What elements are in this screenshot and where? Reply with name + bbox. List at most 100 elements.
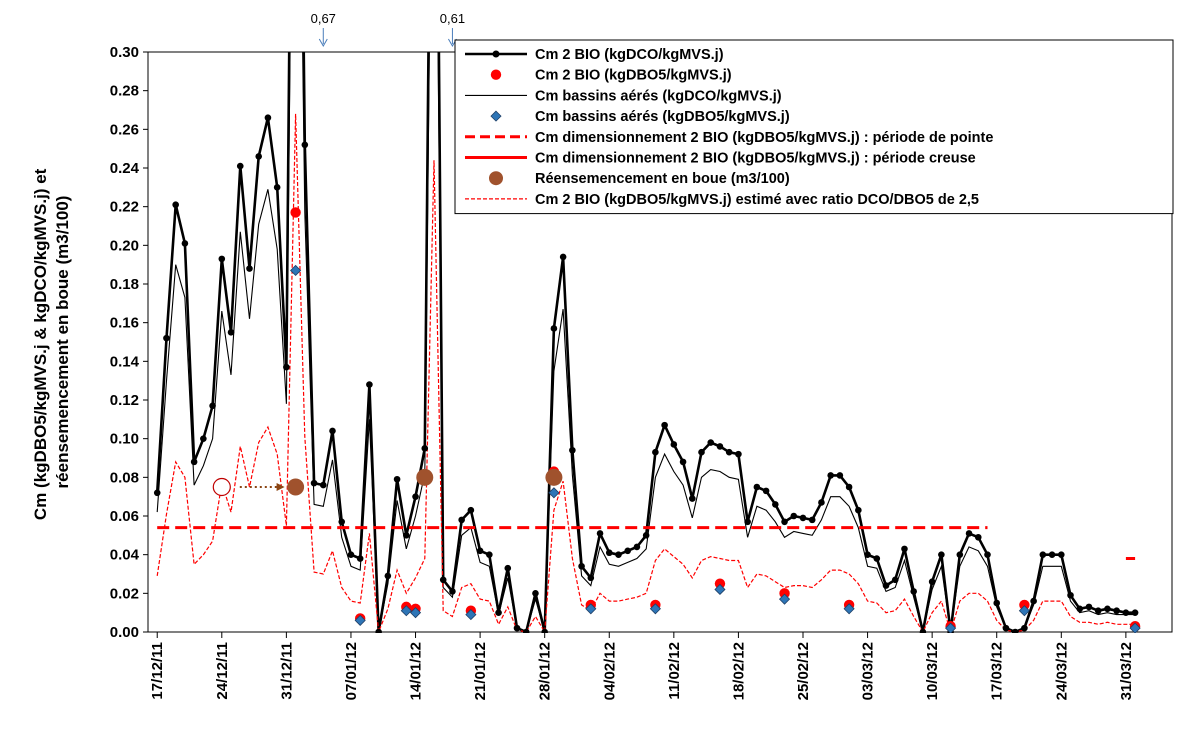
data-point-dco-2bio — [845, 483, 853, 491]
axes: 0.00 0.02 0.04 0.06 0.08 0.10 0.12 0.14 0.16 0.18… — [110, 44, 1173, 700]
data-point-dco-2bio — [965, 530, 973, 537]
data-point-dco-2bio — [375, 628, 382, 633]
data-point-dco-2bio — [605, 549, 613, 557]
data-point-dco-2bio — [366, 381, 373, 388]
data-point-dco-2bio — [587, 574, 595, 582]
x-tick-label: 14/01/12 — [408, 642, 425, 700]
data-point-dco-2bio — [956, 551, 964, 558]
data-point-dco-2bio — [412, 493, 419, 500]
data-point-dco-2bio — [522, 628, 530, 633]
y-tick-label: 0.12 — [110, 392, 139, 409]
legend-entry-label: Cm bassins aérés (kgDCO/kgMVS.j) — [535, 88, 782, 104]
data-point-dco-2bio — [716, 443, 724, 450]
y-tick-label: 0.20 — [110, 237, 139, 254]
peak-annotation-arrow-head — [318, 38, 328, 48]
legend-entry-label: Cm dimensionnement 2 BIO (kgDBO5/kgMVS.j… — [535, 130, 993, 146]
x-tick-label: 31/03/12 — [1118, 642, 1135, 700]
x-tick-label: 28/01/12 — [537, 642, 554, 700]
data-point-dco-2bio — [808, 516, 816, 524]
y-tick-label: 0.00 — [110, 624, 139, 641]
x-tick-label: 10/03/12 — [924, 642, 941, 700]
data-point-dco-2bio — [744, 518, 751, 526]
data-point-dco-2bio — [707, 439, 715, 446]
data-point-dco-2bio — [227, 329, 235, 336]
x-tick-label: 11/02/12 — [666, 642, 683, 700]
data-point-dco-2bio — [928, 578, 936, 586]
data-point-dco-2bio — [855, 506, 862, 514]
data-point-dco-2bio — [421, 445, 429, 452]
legend-entry-label: Cm 2 BIO (kgDCO/kgMVS.j) — [535, 47, 724, 63]
legend-swatch-marker — [492, 50, 500, 58]
data-point-dco-2bio — [1002, 624, 1010, 632]
data-point-dco-2bio — [541, 628, 548, 633]
data-point-dco-2bio — [772, 501, 779, 508]
legend-entry-label: Réensemencement en boue (m3/100) — [535, 171, 790, 187]
data-point-dco-2bio — [393, 475, 401, 483]
x-tick-label: 17/12/11 — [149, 642, 166, 700]
data-point-dco-2bio — [790, 512, 798, 520]
data-point-dco-2bio — [670, 441, 678, 448]
data-point-dco-2bio — [827, 472, 834, 479]
data-point-dco-2bio — [356, 555, 364, 562]
data-point-dco-2bio — [818, 499, 825, 506]
reensemencement-origin-marker — [212, 477, 231, 497]
y-tick-label: 0.28 — [110, 83, 139, 100]
data-point-dbo5-bassins — [1129, 622, 1141, 633]
data-point-dco-2bio — [338, 518, 346, 526]
data-point-dco-2bio — [181, 240, 189, 247]
y-axis-label-line1: Cm (kgDBO5/kgMVS.j & kgDCO/kgMVS.j) et — [31, 168, 50, 520]
y-axis-label: Cm (kgDBO5/kgMVS.j & kgDCO/kgMVS.j) et r… — [31, 164, 72, 520]
data-point-dco-2bio — [753, 483, 761, 491]
y-tick-label: 0.14 — [110, 353, 140, 370]
data-point-dco-2bio — [1057, 551, 1065, 558]
y-tick-label: 0.26 — [110, 121, 139, 138]
data-point-dco-2bio — [596, 530, 604, 537]
x-tick-label: 24/03/12 — [1053, 642, 1070, 700]
x-tick-label: 17/03/12 — [989, 642, 1006, 700]
data-point-dbo5-bassins — [778, 593, 791, 605]
annotation-layer: 0,67 0,61 — [311, 11, 465, 48]
legend-swatch-marker — [490, 110, 502, 122]
reensemencement-arrow-head — [276, 483, 285, 491]
data-point-dco-2bio — [725, 448, 733, 456]
data-point-dco-2bio — [467, 506, 475, 514]
data-point-dbo5-bassins — [290, 264, 302, 277]
data-point-dco-2bio — [347, 551, 355, 558]
data-point-reensemencement — [545, 468, 563, 486]
data-point-dco-2bio — [1113, 607, 1120, 615]
data-point-dco-2bio — [735, 450, 742, 458]
data-point-dco-2bio — [532, 590, 539, 597]
y-tick-label: 0.22 — [110, 199, 139, 216]
y-tick-label: 0.30 — [110, 44, 139, 61]
data-point-dco-2bio — [190, 458, 198, 466]
peak-annotation-label: 0,67 — [311, 11, 336, 26]
y-tick-label: 0.08 — [110, 469, 139, 486]
data-point-dco-2bio — [200, 435, 207, 442]
data-point-dco-2bio — [559, 253, 567, 261]
data-point-dco-2bio — [246, 265, 253, 272]
data-point-dbo5-bassins — [465, 609, 477, 621]
data-point-dco-2bio — [901, 545, 908, 553]
y-tick-label: 0.04 — [110, 547, 140, 564]
legend-swatch-marker — [489, 171, 503, 186]
data-point-dco-2bio — [688, 495, 696, 502]
data-point-dco-2bio — [384, 572, 392, 580]
data-point-dco-2bio — [1067, 591, 1074, 599]
data-point-dco-2bio — [891, 576, 899, 584]
data-point-dco-2bio — [1048, 551, 1056, 558]
data-point-dco-2bio — [882, 582, 890, 589]
data-point-dco-2bio — [938, 551, 945, 558]
data-point-dco-2bio — [762, 487, 770, 495]
data-point-dbo5-bassins — [548, 487, 560, 499]
data-point-dco-2bio — [633, 543, 641, 551]
data-point-dbo5-2bio — [290, 207, 301, 218]
data-point-dbo5-bassins — [945, 622, 957, 633]
data-point-dco-2bio — [1131, 609, 1139, 616]
data-point-dco-2bio — [163, 334, 170, 342]
data-point-dbo5-bassins — [354, 614, 366, 626]
peak-annotation-label: 0,61 — [440, 11, 465, 26]
x-tick-label: 25/02/12 — [795, 642, 812, 700]
data-point-dco-2bio — [1011, 628, 1019, 633]
data-point-dco-2bio — [476, 547, 484, 555]
